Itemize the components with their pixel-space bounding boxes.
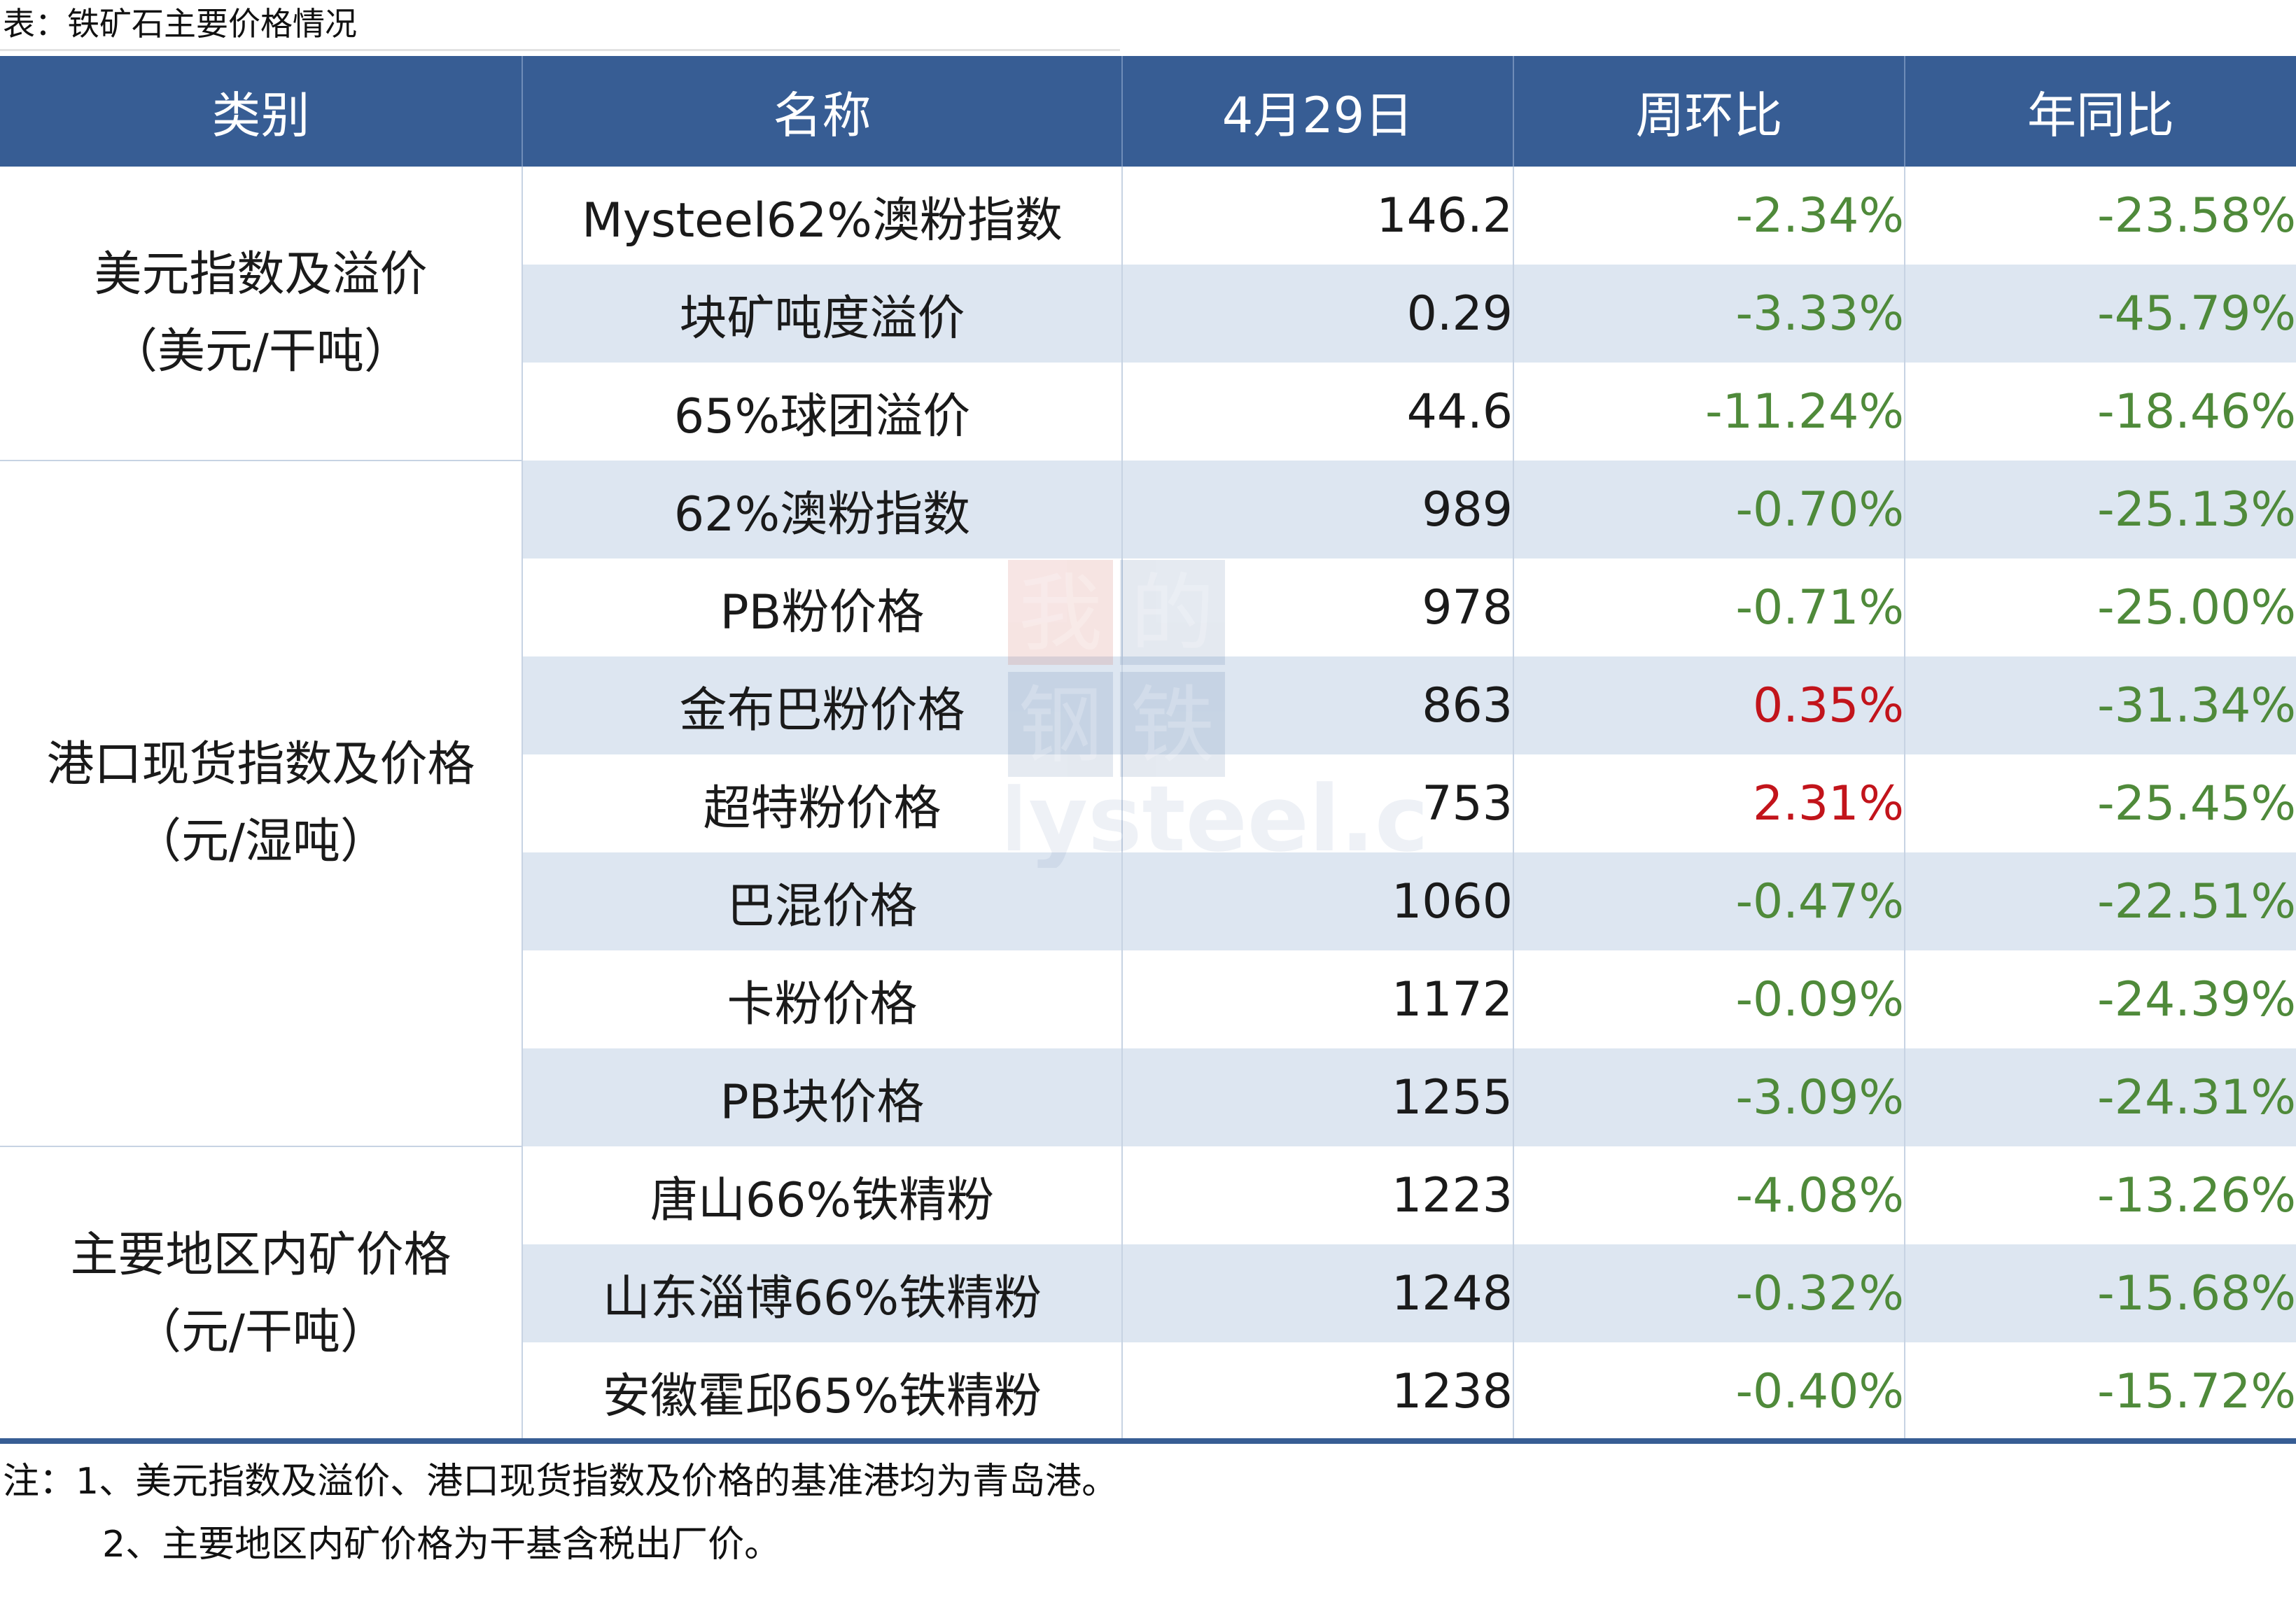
week-change: 0.35% bbox=[1513, 656, 1905, 754]
price-value: 1238 bbox=[1122, 1342, 1514, 1440]
year-change: -24.39% bbox=[1905, 950, 2296, 1048]
item-name: 块矿吨度溢价 bbox=[522, 265, 1123, 363]
item-name: PB粉价格 bbox=[522, 558, 1123, 656]
header-name: 名称 bbox=[522, 56, 1123, 167]
week-change: 2.31% bbox=[1513, 754, 1905, 852]
price-value: 146.2 bbox=[1122, 167, 1514, 265]
header-category: 类别 bbox=[0, 56, 523, 167]
year-change: -15.68% bbox=[1905, 1244, 2296, 1342]
year-change: -13.26% bbox=[1905, 1146, 2296, 1244]
year-change: -25.13% bbox=[1905, 461, 2296, 558]
week-change: -0.40% bbox=[1513, 1342, 1905, 1440]
price-value: 989 bbox=[1122, 461, 1514, 558]
year-change: -25.45% bbox=[1905, 754, 2296, 852]
week-change: -3.33% bbox=[1513, 265, 1905, 363]
week-change: -0.70% bbox=[1513, 461, 1905, 558]
price-value: 1255 bbox=[1122, 1048, 1514, 1146]
header-wow: 周环比 bbox=[1513, 56, 1905, 167]
category-title: 美元指数及溢价 bbox=[94, 246, 428, 302]
price-value: 1248 bbox=[1122, 1244, 1514, 1342]
category-title: 主要地区内矿价格 bbox=[70, 1227, 451, 1283]
header-row: 类别 名称 4月29日 周环比 年同比 bbox=[0, 56, 2296, 167]
table-row: 主要地区内矿价格 （元/干吨） 唐山66%铁精粉 1223 -4.08% -13.26% bbox=[0, 1146, 2296, 1440]
year-change: -25.00% bbox=[1905, 558, 2296, 656]
category-cell: 美元指数及溢价 （美元/干吨） bbox=[0, 167, 523, 461]
year-change: -31.34% bbox=[1905, 656, 2296, 754]
category-unit: （元/干吨） bbox=[134, 1304, 388, 1360]
item-name: 唐山66%铁精粉 bbox=[522, 1146, 1123, 1244]
week-change: -3.09% bbox=[1513, 1048, 1905, 1146]
iron-ore-price-table: 类别 名称 4月29日 周环比 年同比 美元指数及溢价 （美元/干吨） Mystee… bbox=[0, 56, 2296, 1440]
year-change: -18.46% bbox=[1905, 363, 2296, 461]
week-change: -2.34% bbox=[1513, 167, 1905, 265]
item-name: 巴混价格 bbox=[522, 852, 1123, 950]
week-change: -0.71% bbox=[1513, 558, 1905, 656]
table-row: PB块价格 1255 -3.09% -24.31% bbox=[0, 1048, 2296, 1146]
header-yoy: 年同比 bbox=[1905, 56, 2296, 167]
week-change: -4.08% bbox=[1513, 1146, 1905, 1244]
category-unit: （元/湿吨） bbox=[134, 814, 388, 869]
table-row: 65%球团溢价 44.6 -11.24% -18.46% bbox=[0, 363, 2296, 461]
price-value: 1223 bbox=[1122, 1146, 1514, 1244]
table-row: 港口现货指数及价格 （元/湿吨） 62%澳粉指数 989 -0.70% -25.13% bbox=[0, 460, 2296, 1146]
table-row: 金布巴粉价格 863 0.35% -31.34% bbox=[0, 656, 2296, 754]
year-change: -15.72% bbox=[1905, 1342, 2296, 1440]
table-row: PB粉价格 978 -0.71% -25.00% bbox=[0, 558, 2296, 656]
note-line-1: 注：1、美元指数及溢价、港口现货指数及价格的基准港均为青岛港。 bbox=[3, 1461, 1119, 1503]
year-change: -24.31% bbox=[1905, 1048, 2296, 1146]
caption-divider bbox=[0, 49, 1120, 51]
item-name: 65%球团溢价 bbox=[522, 363, 1123, 461]
category-title: 港口现货指数及价格 bbox=[46, 737, 475, 792]
table-bottom-rule bbox=[0, 1438, 2296, 1444]
year-change: -23.58% bbox=[1905, 167, 2296, 265]
price-value: 0.29 bbox=[1122, 265, 1514, 363]
table-row: 美元指数及溢价 （美元/干吨） Mysteel62%澳粉指数 146.2 -2.34% -… bbox=[0, 167, 2296, 461]
item-name: 山东淄博66%铁精粉 bbox=[522, 1244, 1123, 1342]
table-row: 巴混价格 1060 -0.47% -22.51% bbox=[0, 852, 2296, 950]
table-row: 超特粉价格 753 2.31% -25.45% bbox=[0, 754, 2296, 852]
table-header: 类别 名称 4月29日 周环比 年同比 bbox=[0, 56, 2296, 167]
table-body: 美元指数及溢价 （美元/干吨） Mysteel62%澳粉指数 146.2 -2.34% -… bbox=[0, 167, 2296, 1440]
note-line-2: 2、主要地区内矿价格为干基含税出厂价。 bbox=[102, 1524, 781, 1566]
category-unit: （美元/干吨） bbox=[110, 323, 412, 379]
item-name: 安徽霍邱65%铁精粉 bbox=[522, 1342, 1123, 1440]
item-name: 卡粉价格 bbox=[522, 950, 1123, 1048]
category-cell: 主要地区内矿价格 （元/干吨） bbox=[0, 1146, 523, 1440]
item-name: 62%澳粉指数 bbox=[522, 461, 1123, 558]
week-change: -11.24% bbox=[1513, 363, 1905, 461]
table-caption: 表：铁矿石主要价格情况 bbox=[3, 5, 357, 43]
week-change: -0.47% bbox=[1513, 852, 1905, 950]
table-row: 安徽霍邱65%铁精粉 1238 -0.40% -15.72% bbox=[0, 1342, 2296, 1440]
table-row: 山东淄博66%铁精粉 1248 -0.32% -15.68% bbox=[0, 1244, 2296, 1342]
item-name: PB块价格 bbox=[522, 1048, 1123, 1146]
price-value: 978 bbox=[1122, 558, 1514, 656]
header-date: 4月29日 bbox=[1122, 56, 1514, 167]
week-change: -0.09% bbox=[1513, 950, 1905, 1048]
category-cell: 港口现货指数及价格 （元/湿吨） bbox=[0, 460, 523, 1146]
price-value: 1172 bbox=[1122, 950, 1514, 1048]
week-change: -0.32% bbox=[1513, 1244, 1905, 1342]
year-change: -45.79% bbox=[1905, 265, 2296, 363]
price-value: 1060 bbox=[1122, 852, 1514, 950]
table-row: 卡粉价格 1172 -0.09% -24.39% bbox=[0, 950, 2296, 1048]
price-value: 753 bbox=[1122, 754, 1514, 852]
item-name: 金布巴粉价格 bbox=[522, 656, 1123, 754]
price-value: 44.6 bbox=[1122, 363, 1514, 461]
item-name: Mysteel62%澳粉指数 bbox=[522, 167, 1123, 265]
year-change: -22.51% bbox=[1905, 852, 2296, 950]
table-row: 块矿吨度溢价 0.29 -3.33% -45.79% bbox=[0, 265, 2296, 363]
item-name: 超特粉价格 bbox=[522, 754, 1123, 852]
price-value: 863 bbox=[1122, 656, 1514, 754]
